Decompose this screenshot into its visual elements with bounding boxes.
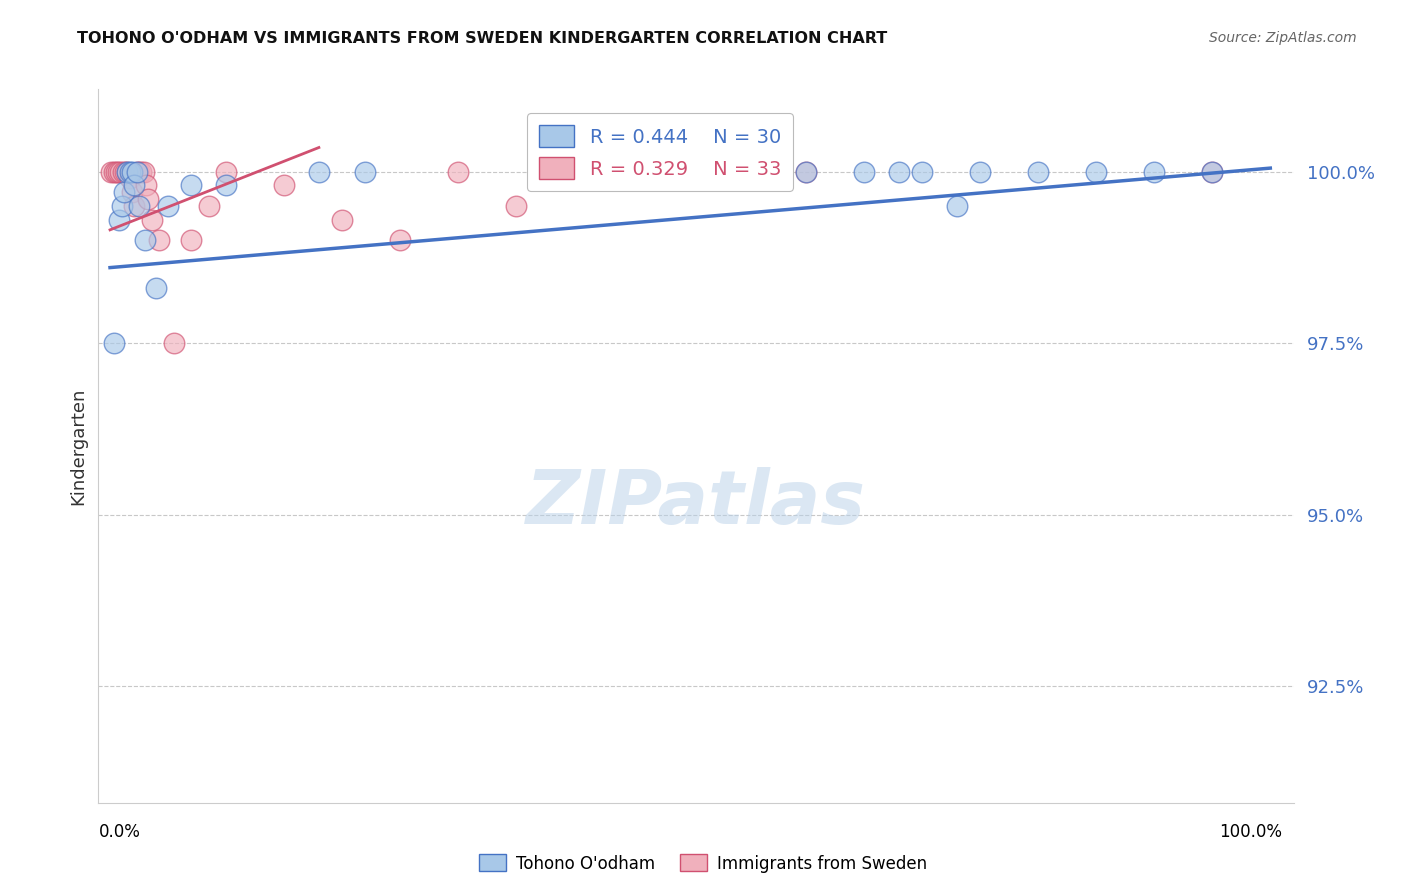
- Point: [117, 164, 139, 178]
- Point: [1201, 164, 1223, 178]
- Point: [103, 164, 125, 178]
- Point: [180, 178, 202, 193]
- Point: [121, 185, 143, 199]
- Point: [679, 164, 702, 178]
- Point: [148, 233, 170, 247]
- Point: [132, 164, 155, 178]
- Legend: Tohono O'odham, Immigrants from Sweden: Tohono O'odham, Immigrants from Sweden: [472, 847, 934, 880]
- Point: [794, 164, 817, 178]
- Point: [215, 178, 238, 193]
- Point: [794, 164, 817, 178]
- Text: ZIPatlas: ZIPatlas: [526, 467, 866, 540]
- Point: [911, 164, 934, 178]
- Point: [108, 212, 131, 227]
- Point: [145, 281, 167, 295]
- Point: [134, 233, 156, 247]
- Point: [107, 164, 129, 178]
- Text: 100.0%: 100.0%: [1219, 823, 1282, 841]
- Point: [124, 178, 146, 193]
- Point: [447, 164, 470, 178]
- Point: [1026, 164, 1049, 178]
- Point: [887, 164, 910, 178]
- Point: [118, 171, 141, 186]
- Point: [946, 199, 969, 213]
- Y-axis label: Kindergarten: Kindergarten: [69, 387, 87, 505]
- Point: [1201, 164, 1223, 178]
- Point: [354, 164, 377, 178]
- Point: [562, 164, 585, 178]
- Point: [1085, 164, 1108, 178]
- Legend: R = 0.444    N = 30, R = 0.329    N = 33: R = 0.444 N = 30, R = 0.329 N = 33: [527, 113, 793, 191]
- Point: [111, 199, 134, 213]
- Point: [197, 199, 219, 213]
- Point: [121, 164, 143, 178]
- Point: [969, 164, 991, 178]
- Point: [562, 164, 585, 178]
- Point: [111, 164, 134, 178]
- Point: [737, 164, 759, 178]
- Point: [100, 164, 122, 178]
- Point: [505, 199, 527, 213]
- Point: [104, 164, 127, 178]
- Point: [163, 336, 186, 351]
- Text: TOHONO O'ODHAM VS IMMIGRANTS FROM SWEDEN KINDERGARTEN CORRELATION CHART: TOHONO O'ODHAM VS IMMIGRANTS FROM SWEDEN…: [77, 31, 887, 46]
- Point: [110, 164, 132, 178]
- Point: [180, 233, 202, 247]
- Point: [157, 199, 180, 213]
- Point: [1143, 164, 1166, 178]
- Point: [389, 233, 412, 247]
- Point: [131, 164, 153, 178]
- Text: 0.0%: 0.0%: [98, 823, 141, 841]
- Point: [330, 212, 353, 227]
- Point: [621, 164, 644, 178]
- Point: [128, 199, 150, 213]
- Point: [853, 164, 876, 178]
- Point: [215, 164, 238, 178]
- Point: [117, 164, 139, 178]
- Point: [103, 336, 125, 351]
- Point: [112, 185, 135, 199]
- Point: [124, 199, 146, 213]
- Point: [125, 164, 148, 178]
- Point: [135, 178, 157, 193]
- Point: [118, 164, 141, 178]
- Text: Source: ZipAtlas.com: Source: ZipAtlas.com: [1209, 31, 1357, 45]
- Point: [308, 164, 330, 178]
- Point: [273, 178, 295, 193]
- Point: [136, 192, 159, 206]
- Point: [679, 164, 702, 178]
- Point: [114, 164, 136, 178]
- Point: [128, 164, 150, 178]
- Point: [125, 164, 148, 178]
- Point: [141, 212, 163, 227]
